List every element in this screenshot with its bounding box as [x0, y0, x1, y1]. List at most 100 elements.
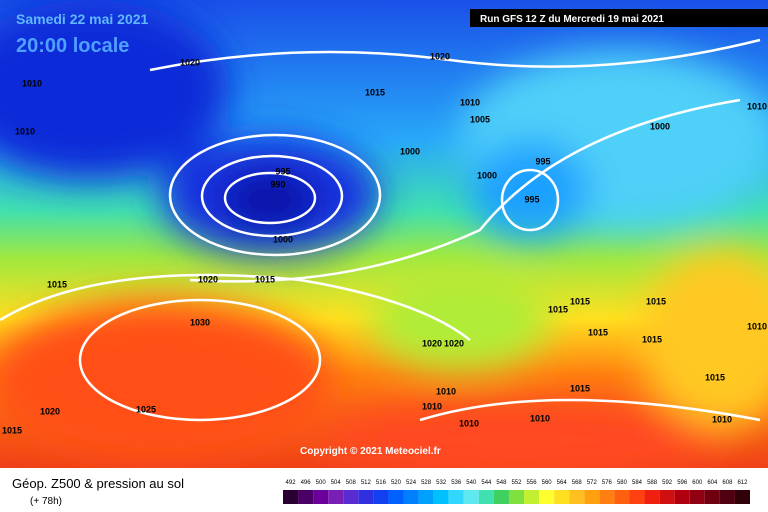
run-box: [470, 9, 768, 27]
scale-swatch: [734, 490, 750, 504]
map: [0, 0, 768, 468]
copyright: Copyright © 2021 Meteociel.fr: [300, 446, 441, 457]
isobar-label: 1010: [459, 418, 479, 428]
isobar-label: 1010: [22, 78, 42, 88]
scale-swatch: [674, 490, 690, 504]
scale-swatch: [283, 490, 299, 504]
isobar-label: 1005: [470, 114, 490, 124]
isobar-label: 1015: [548, 304, 568, 314]
scale-label: 544: [481, 480, 492, 486]
run-info: Run GFS 12 Z du Mercredi 19 mai 2021: [480, 14, 664, 25]
isobar-label: 1015: [570, 296, 590, 306]
scale-swatch: [659, 490, 675, 504]
scale-label: 576: [602, 480, 613, 486]
scale-swatch: [599, 490, 615, 504]
scale-label: 592: [662, 480, 673, 486]
scale-swatch: [629, 490, 645, 504]
scale-swatch: [373, 490, 389, 504]
isobar-label: 1015: [705, 372, 725, 382]
scale-label: 572: [587, 480, 598, 486]
scale-label: 604: [707, 480, 718, 486]
isobar-label: 990: [270, 179, 285, 189]
scale-swatch: [478, 490, 494, 504]
isobar-label: 1020: [422, 338, 442, 348]
scale-label: 608: [722, 480, 733, 486]
color-scale: 492 496 500 504 508 512 516 520 524 528 532 536 540 5…: [283, 480, 750, 504]
legend-title: Géop. Z500 & pression au sol: [12, 476, 184, 491]
isobar-label: 1010: [436, 386, 456, 396]
isobar-label: 995: [524, 194, 539, 204]
isobar-label: 1000: [400, 146, 420, 156]
scale-label: 556: [527, 480, 538, 486]
isobar-label: 1010: [460, 97, 480, 107]
scale-swatch: [298, 490, 314, 504]
scale-swatch: [508, 490, 525, 504]
scale-swatch: [388, 490, 404, 504]
isobar-label: 1020: [198, 274, 218, 284]
scale-swatch: [569, 490, 585, 504]
scale-swatch: [614, 490, 630, 504]
isobar-labels: 1020102010101010101510101005100010001010…: [2, 51, 767, 435]
scale-label: 520: [391, 480, 402, 486]
scale-swatch: [433, 490, 449, 504]
isobar-label: 1030: [190, 317, 210, 327]
scale-swatch: [584, 490, 600, 504]
isobar-label: 1015: [642, 334, 662, 344]
isobar-label: 1025: [136, 404, 156, 414]
scale-label: 552: [511, 480, 522, 486]
date: Samedi 22 mai 2021: [16, 11, 149, 27]
scale-swatch: [463, 490, 479, 504]
scale-label: 512: [361, 480, 372, 486]
isobar-label: 1010: [530, 413, 550, 423]
scale-label: 560: [542, 480, 553, 486]
isobar-label: 1015: [588, 327, 608, 337]
scale-label: 496: [301, 480, 312, 486]
isobar-label: 1015: [47, 279, 67, 289]
scale-label: 568: [572, 480, 583, 486]
scale-swatch: [313, 490, 329, 504]
scale-label: 532: [436, 480, 447, 486]
scale-swatch: [448, 490, 464, 504]
isobar-label: 1000: [477, 170, 497, 180]
isobar-label: 1000: [650, 121, 670, 131]
lead-time: (+ 78h): [30, 496, 62, 507]
scale-label: 588: [647, 480, 658, 486]
scale-swatch: [539, 490, 555, 504]
scale-label: 580: [617, 480, 628, 486]
scale-label: 500: [316, 480, 327, 486]
isobar-label: 1010: [15, 126, 35, 136]
scale-label: 596: [677, 480, 688, 486]
scale-label: 504: [331, 480, 342, 486]
scale-swatch: [704, 490, 720, 504]
scale-label: 584: [632, 480, 643, 486]
isobar-label: 1020: [444, 338, 464, 348]
scale-label: 516: [376, 480, 387, 486]
scale-swatch: [358, 490, 374, 504]
scale-swatch: [343, 490, 359, 504]
scale-swatch: [524, 490, 540, 504]
scale-label: 600: [692, 480, 703, 486]
scale-label: 524: [406, 480, 417, 486]
isobar-label: 1020: [180, 57, 200, 67]
isobar-label: 1010: [747, 101, 767, 111]
scale-swatch: [493, 490, 509, 504]
isobar-label: 1015: [255, 274, 275, 284]
isobar-label: 1010: [422, 401, 442, 411]
isobar-label: 995: [535, 156, 550, 166]
isobar-label: 1000: [273, 234, 293, 244]
scale-label: 548: [496, 480, 507, 486]
scale-swatch: [644, 490, 660, 504]
scale-swatch: [554, 490, 570, 504]
isobar-label: 1010: [712, 414, 732, 424]
time: 20:00 locale: [16, 35, 129, 57]
scale-label: 536: [451, 480, 462, 486]
isobar-label: 1020: [40, 406, 60, 416]
isobar-label: 1015: [646, 296, 666, 306]
isobar-label: 995: [275, 166, 290, 176]
scale-swatch: [418, 490, 434, 504]
scale-label: 564: [557, 480, 568, 486]
scale-label: 540: [466, 480, 477, 486]
scale-label: 508: [346, 480, 357, 486]
scale-label: 528: [421, 480, 432, 486]
